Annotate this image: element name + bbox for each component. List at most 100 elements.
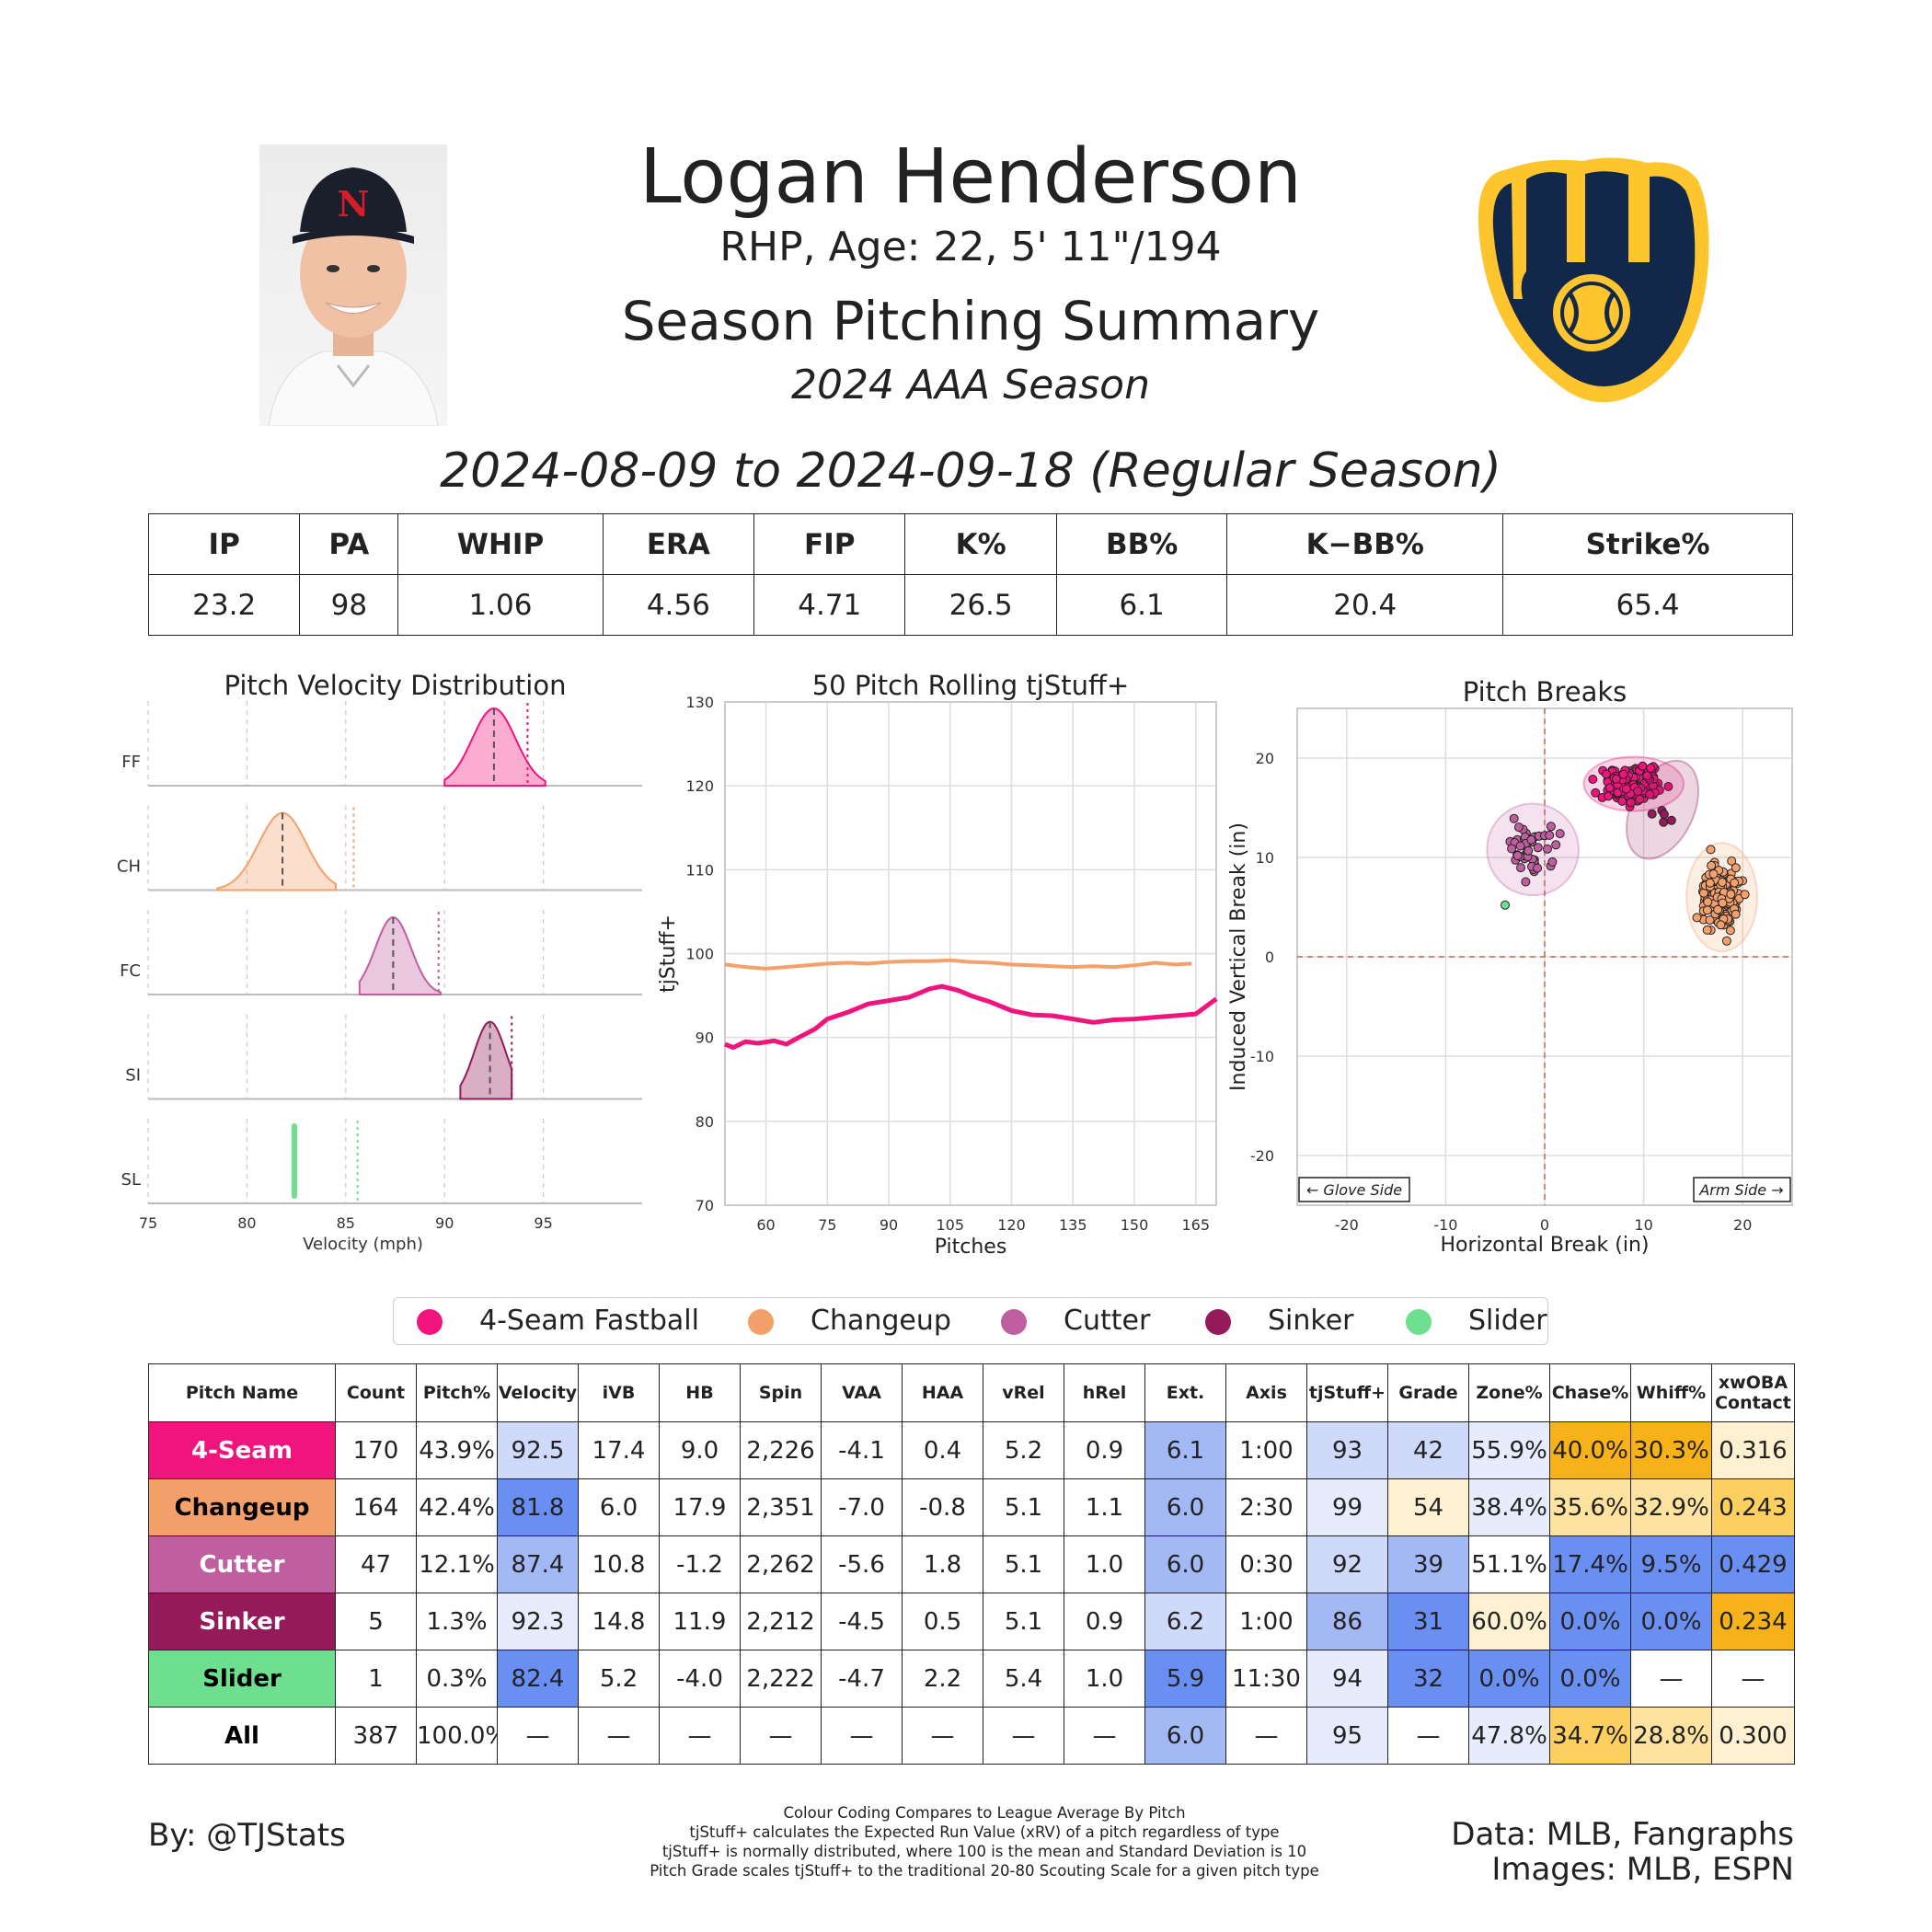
pitch-point [1730,878,1740,888]
pitch-point [1507,844,1517,854]
summary-title: Season Pitching Summary [621,290,1320,352]
column-header: xwOBA Contact [1711,1363,1795,1422]
pitch-point [1509,813,1519,823]
legend-marker [748,1308,774,1335]
x-axis-label: Velocity (mph) [303,1235,423,1254]
y-tick-label: 20 [1256,750,1274,767]
stat-value: 65.4 [1502,574,1793,636]
data-credit: Data: MLB, Fangraphs Images: MLB, ESPN [1288,1817,1794,1887]
table-cell: -4.5 [821,1593,903,1650]
x-tick-label: 165 [1181,1216,1210,1234]
table-cell: 14.8 [578,1593,660,1650]
table-cell: — [497,1707,579,1765]
y-tick-label: 100 [685,946,714,963]
x-tick-label: 10 [1634,1216,1652,1234]
stat-value: 1.06 [397,574,604,636]
column-header: hRel [1064,1363,1145,1422]
table-cell: 0.9 [1064,1593,1145,1650]
table-cell: 30.3% [1630,1421,1712,1479]
table-cell: 11:30 [1225,1650,1307,1708]
legend-label: Sinker [1268,1305,1354,1337]
x-tick-label: -10 [1433,1216,1457,1234]
column-header: HAA [902,1363,983,1422]
pitch-point [1702,905,1712,915]
table-cell: -4.1 [821,1421,903,1479]
pitch-point [1638,761,1648,771]
pitch-point [1740,890,1750,900]
table-cell: 17.4 [578,1421,660,1479]
footnote: tjStuff+ is normally distributed, where … [661,1843,1307,1860]
table-cell: 0.9 [1064,1421,1145,1479]
table-cell: 99 [1306,1478,1388,1536]
table-cell: 5.4 [983,1650,1064,1708]
stat-header: K% [904,513,1057,575]
pitch-row: Cutter 47 12.1% 87.4 10.8 -1.2 2,262 -5.6 1.8 5.1… [148,1535,1795,1593]
pitch-point [1707,860,1717,870]
pitch-point [1716,920,1726,930]
x-tick-label: 75 [139,1214,157,1232]
x-tick-label: 20 [1733,1216,1752,1234]
table-cell: 95 [1306,1707,1388,1765]
table-cell: 40.0% [1549,1421,1631,1479]
table-cell: 5.9 [1144,1650,1226,1708]
table-cell: 6.1 [1144,1421,1226,1479]
column-header: vRel [983,1363,1064,1422]
column-header: Spin [740,1363,822,1422]
legend-label: Changeup [811,1305,951,1337]
table-cell: — [1630,1650,1712,1708]
table-cell: 164 [335,1478,417,1536]
pitch-point [1588,775,1598,784]
column-header: Zone% [1468,1363,1550,1422]
pitch-point [1618,769,1628,779]
table-cell: — [1387,1707,1469,1765]
row-label: SI [125,1066,141,1086]
row-label: SL [121,1170,141,1190]
table-cell: 47 [335,1535,417,1593]
author-credit: By: @TJStats [148,1817,346,1854]
column-header: Chase% [1549,1363,1631,1422]
table-cell: 9.5% [1630,1535,1712,1593]
table-cell: 28.8% [1630,1707,1712,1765]
y-tick-label: -10 [1250,1048,1274,1065]
table-cell: -7.0 [821,1478,903,1536]
pitch-point [1708,869,1719,879]
table-cell: 0.0% [1549,1593,1631,1650]
x-tick-label: 150 [1121,1216,1149,1234]
rolling-tjstuff-chart: 50 Pitch Rolling tjStuff+ 70 80 90 100 110 120… [657,670,1218,1259]
table-cell: — [659,1707,741,1765]
pitch-row: 4-Seam 170 43.9% 92.5 17.4 9.0 2,226 -4.1 0.4 5.2… [148,1421,1795,1479]
x-tick-label: 105 [936,1216,964,1234]
pitch-point [1731,863,1741,873]
pitch-point [1551,840,1561,850]
column-header: Whiff% [1630,1363,1712,1422]
table-cell: — [1225,1707,1307,1765]
table-cell: 1:00 [1225,1421,1307,1479]
table-cell: 42 [1387,1421,1469,1479]
stats-header-row: IP PA WHIP ERA FIP K% BB% K−BB% Strike% [147,513,1793,575]
stats-table: IP PA WHIP ERA FIP K% BB% K−BB% Strike% … [147,513,1793,636]
pitch-name-cell: Slider [148,1650,336,1708]
stat-header: FIP [753,513,906,575]
pitch-point [1726,890,1736,899]
pitch-point [1659,817,1669,827]
legend-marker [1001,1308,1027,1335]
y-tick-label: 0 [1265,949,1274,966]
table-cell: 0.300 [1711,1707,1795,1765]
pitch-point [1721,936,1731,946]
x-tick-label: -20 [1335,1216,1359,1234]
row-label: CH [117,857,141,877]
y-axis-label: tjStuff+ [657,914,680,993]
velocity-distribution-chart: Pitch Velocity Distribution FF CH FC SI SL 75 8… [117,670,642,1254]
table-cell: 0.0% [1468,1650,1550,1708]
table-cell: 5.2 [578,1650,660,1708]
series-line [724,958,1192,971]
pitch-point [1705,878,1715,888]
y-tick-label: 90 [696,1029,714,1047]
pitch-name-cell: 4-Seam [148,1421,336,1479]
pitch-point [1533,863,1543,873]
pitch-point [1547,857,1558,867]
arm-side-label: Arm Side → [1698,1181,1783,1199]
pitch-point [1591,788,1601,798]
table-cell: 100.0% [416,1707,498,1765]
table-cell: 5.1 [983,1593,1064,1650]
